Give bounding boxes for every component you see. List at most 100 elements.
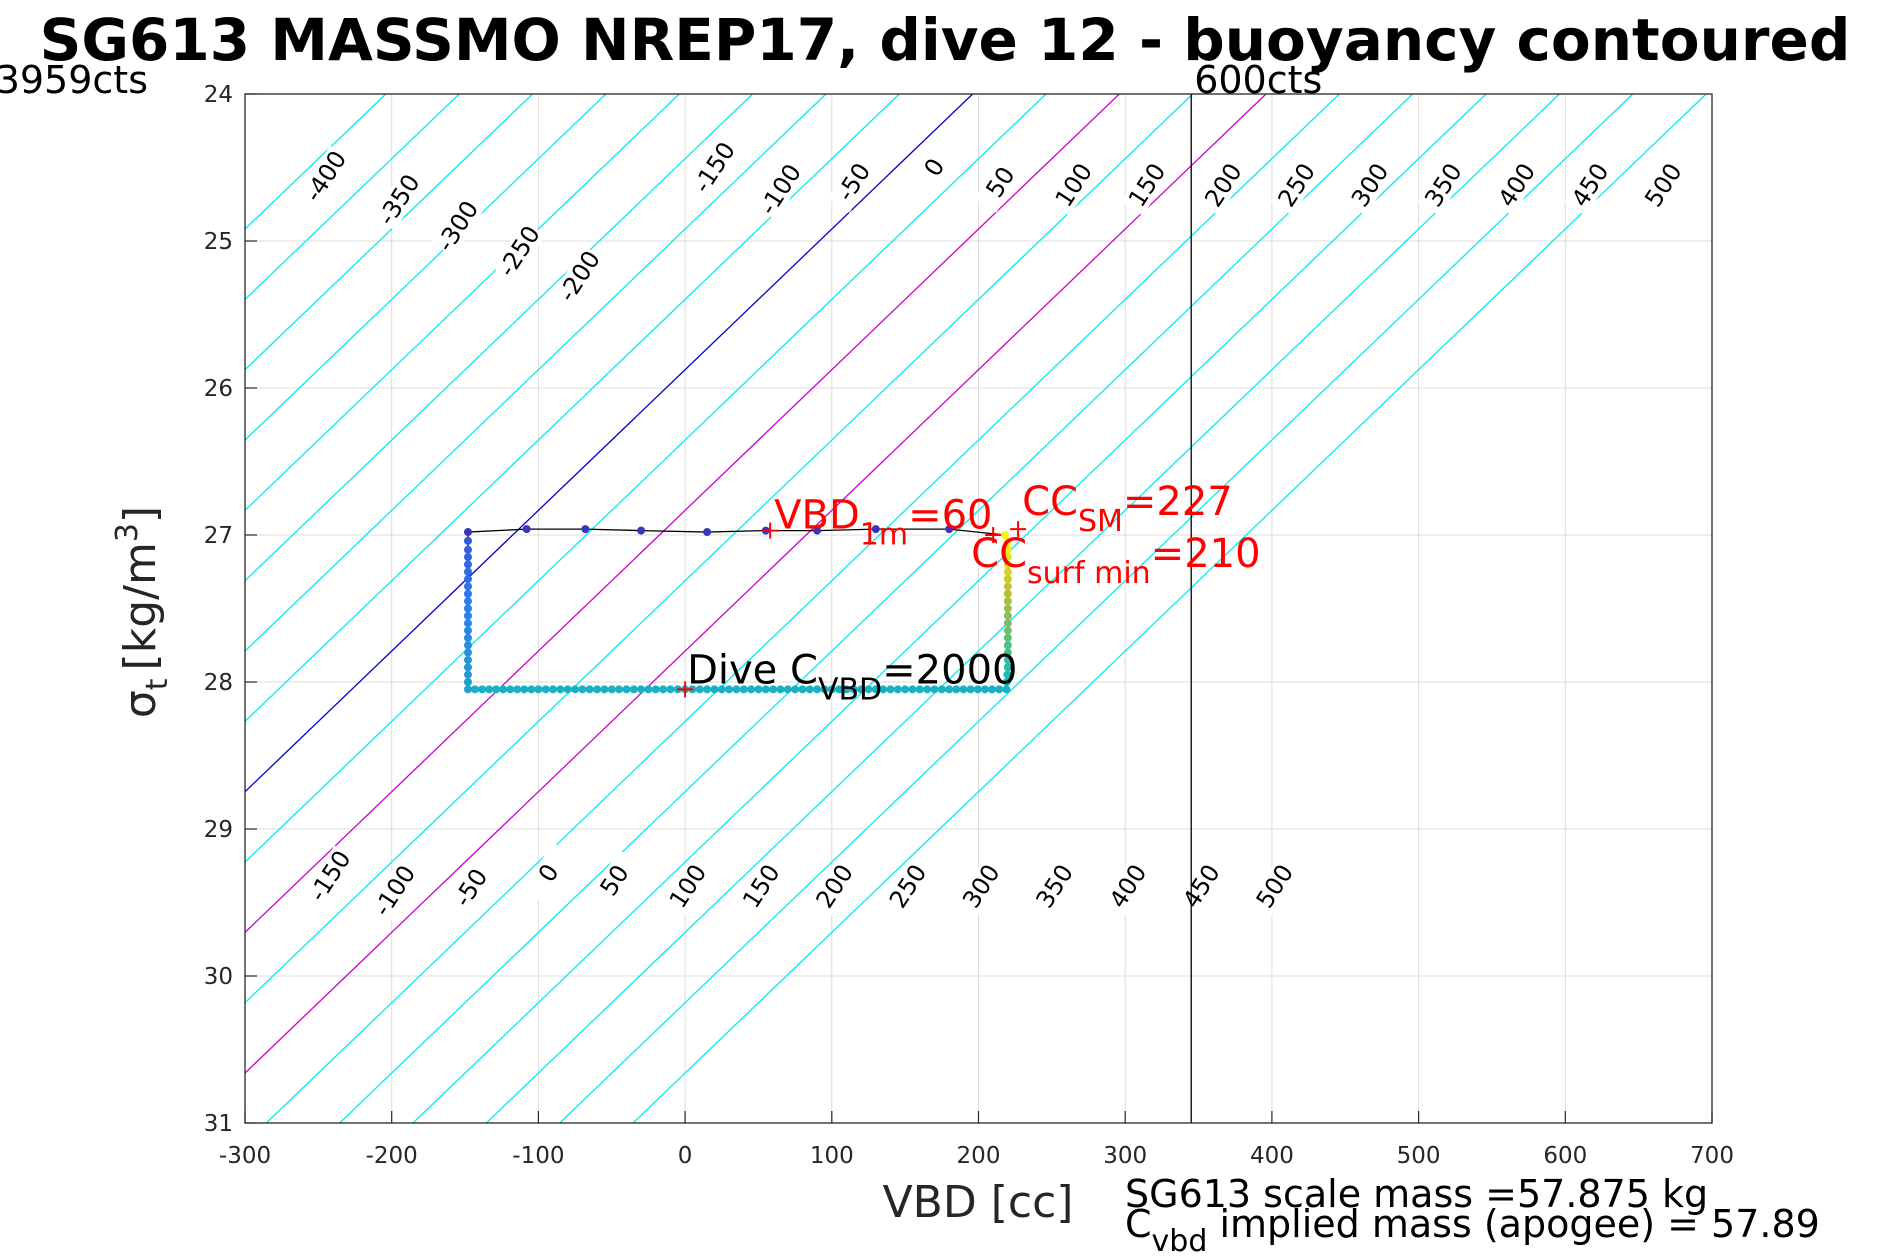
contour-labels: -400 -350 -300 -250 -200-150 -100 -50 0 50 100 150… [299,136,1690,922]
trajectory-point [622,685,631,694]
trajectory-point [492,685,501,694]
dive-trajectory [463,525,1012,694]
trajectory-point [1003,597,1012,606]
trajectory-point [463,626,472,635]
y-axis-sigma: σ [115,690,166,718]
trajectory-point [463,633,472,642]
y-tick-label: 31 [204,1111,233,1137]
contour-label-bg [368,860,421,922]
trajectory-point [710,685,719,694]
contour-label-bg [493,220,546,282]
trajectory-point [666,685,675,694]
trajectory-point [937,685,946,694]
y-axis-sub: t [140,678,175,690]
contour-line [245,94,900,723]
trajectory-point [1003,567,1012,576]
contour-line [339,94,1414,1123]
trajectory-point [463,553,472,562]
x-tick-label: 200 [957,1143,1001,1169]
contour-label-bg [1101,855,1155,917]
contour-label-bg [1344,154,1397,216]
marker-label-main: CC [1022,479,1078,525]
marker-label-value: =60 [908,493,992,539]
x-tick-label: 300 [1103,1143,1147,1169]
trajectory-point [1003,611,1012,620]
contour-label-bg [553,245,606,307]
contour-label-bg [431,195,484,257]
trajectory-point [980,685,989,694]
trajectory-point [463,678,472,686]
y-tick-label: 25 [204,229,233,255]
trajectory-point [463,619,472,628]
chart-title: SG613 MASSMO NREP17, dive 12 - buoyancy … [40,6,1851,74]
trajectory-point [1003,641,1012,650]
trajectory-point [1003,619,1012,628]
trajectory-point [578,685,587,694]
marker-label-sub: SM [1078,504,1123,539]
y-axis-sup: 3 [110,523,145,542]
trajectory-point [549,685,558,694]
trajectory-point [463,560,472,569]
trajectory-point [1003,633,1012,642]
trajectory-point [1003,545,1012,554]
trajectory-point [563,685,572,694]
contour-line [265,94,1340,1123]
contour-label-bg [754,158,807,221]
contour-label-bg [1197,154,1250,216]
trajectory-point [463,685,472,694]
trajectory-point [571,685,580,694]
trajectory-point [1003,663,1012,672]
contour-label-bg [444,857,498,919]
trajectory-point [776,685,785,694]
trajectory-point [463,575,472,584]
contour-line [245,94,460,301]
buoyancy-contours [245,94,1707,1123]
trajectory-point [644,685,653,694]
trajectory-point [659,685,668,694]
trajectory-point [463,648,472,657]
contour-label-bg [299,145,352,207]
marker-label-sub: surf min [1027,556,1151,591]
trajectory-point [478,685,487,694]
trajectory-point [463,528,472,537]
trajectory-point [915,685,924,694]
x-tick-label: 500 [1397,1143,1441,1169]
trajectory-point [593,685,602,694]
contour-line [412,94,1487,1123]
trajectory-point [864,685,873,694]
x-tick-label: -100 [512,1143,564,1169]
marker-label-sub: VBD [818,672,882,707]
trajectory-point [1003,582,1012,591]
trajectory-point [908,685,917,694]
trajectory-point [1002,685,1011,694]
marker-label: CCsurf min=210 [971,531,1260,591]
contour-line [245,94,1047,863]
x-tick-label: -300 [219,1143,271,1169]
y-tick-label: 30 [204,964,233,990]
trajectory-point [732,685,741,694]
trajectory-point [1003,538,1012,547]
contour-label-bg [881,855,935,917]
trajectory-point [1003,648,1012,657]
marker-label-main: Dive C [687,647,818,693]
contour-label: -150 [304,846,357,907]
trajectory-point [506,685,515,694]
trajectory-point [791,685,800,694]
contour-label-bg [1028,855,1081,917]
trajectory-point [463,545,472,554]
trajectory-point [463,604,472,613]
trajectory-point [1003,560,1012,569]
trajectory-point [857,685,866,694]
marker-label-sub: 1m [860,518,908,553]
x-tick-label: 0 [678,1143,693,1169]
marker-label-value: =2000 [882,647,1017,693]
contour-label: -350 [372,169,425,230]
trajectory-point [923,685,932,694]
footer-scale-mass: SG613 scale mass =57.875 kg [1125,1172,1708,1216]
contour-line [485,94,1560,1123]
trajectory-point [798,685,807,694]
trajectory-point [871,685,880,694]
trajectory-point [739,685,748,694]
